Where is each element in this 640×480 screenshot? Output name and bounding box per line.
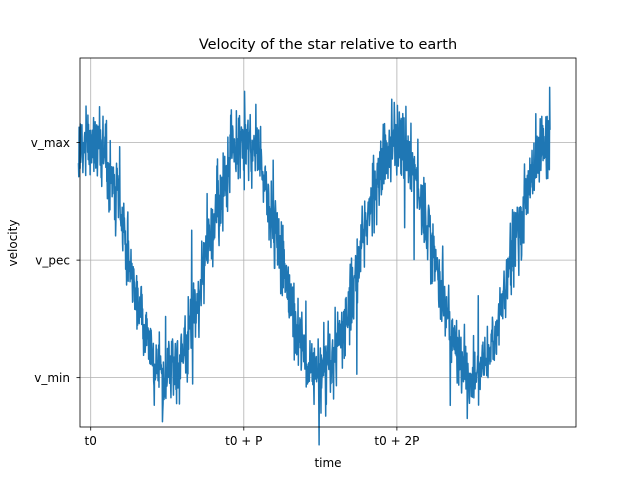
grid xyxy=(80,58,576,427)
x-axis-label: time xyxy=(314,456,341,470)
x-tick-label: t0 + 2P xyxy=(374,434,419,448)
x-tick-label: t0 xyxy=(85,434,97,448)
y-tick-label: v_max xyxy=(31,136,70,150)
y-tick-label: v_pec xyxy=(35,254,70,268)
velocity-series-line xyxy=(77,86,551,446)
ticks: t0 t0 + P t0 + 2P v_min v_pec v_max xyxy=(31,136,420,448)
series-group xyxy=(77,86,551,446)
y-tick-label: v_min xyxy=(34,371,70,385)
chart-title: Velocity of the star relative to earth xyxy=(199,37,457,53)
axes-frame xyxy=(79,57,577,428)
y-axis-label: velocity xyxy=(6,220,20,267)
x-tick-label: t0 + P xyxy=(225,434,262,448)
